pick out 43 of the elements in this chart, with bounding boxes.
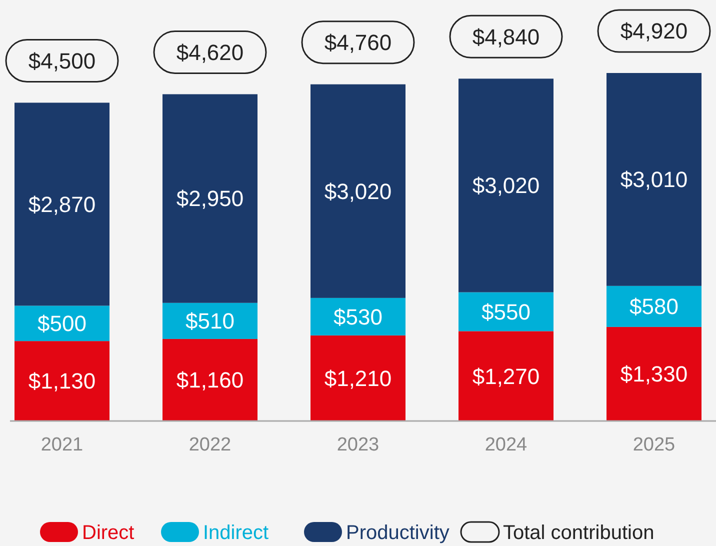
bar	[14, 306, 110, 342]
bar	[606, 286, 702, 327]
data-label: $3,020	[324, 178, 392, 204]
data-label: $1,130	[28, 368, 96, 394]
bar	[606, 326, 702, 421]
total-label: $4,760	[324, 30, 392, 56]
bar	[606, 73, 702, 286]
data-label: $1,330	[620, 362, 688, 387]
data-label: $2,950	[176, 186, 244, 212]
total-label: $4,920	[620, 18, 688, 44]
data-label: $3,020	[472, 173, 540, 198]
x-tick-label: 2022	[188, 434, 232, 456]
bar	[162, 338, 258, 421]
data-label: $580	[630, 294, 678, 320]
data-label: $530	[334, 304, 382, 330]
data-label: $3,010	[620, 167, 688, 192]
x-tick-label: 2025	[632, 434, 676, 456]
legend-label: Direct	[82, 522, 135, 544]
bar	[310, 298, 406, 336]
text: Total contribution	[503, 522, 654, 544]
data-label: $500	[38, 311, 86, 336]
bar	[162, 94, 258, 303]
legend-label: Indirect	[203, 522, 270, 544]
data-label: $510	[186, 308, 234, 334]
data-label: $2,870	[28, 192, 96, 217]
bar	[458, 331, 554, 421]
bar	[14, 102, 110, 306]
data-label: $1,210	[324, 366, 392, 391]
bar	[162, 302, 258, 339]
bar	[458, 78, 554, 292]
total-label: $4,840	[472, 24, 540, 50]
data-label: $1,160	[176, 368, 244, 393]
bar	[310, 84, 406, 298]
bar	[14, 341, 110, 421]
total-label: $4,500	[28, 48, 96, 74]
x-tick-label: 2024	[484, 434, 528, 456]
bar	[310, 335, 406, 421]
data-label: $550	[482, 299, 530, 324]
legend-label: Productivity	[346, 522, 450, 544]
x-tick-label: 2021	[40, 434, 84, 456]
data-label: $1,270	[472, 364, 540, 389]
x-tick-label: 2023	[336, 434, 380, 456]
total-label: $4,620	[176, 40, 244, 65]
